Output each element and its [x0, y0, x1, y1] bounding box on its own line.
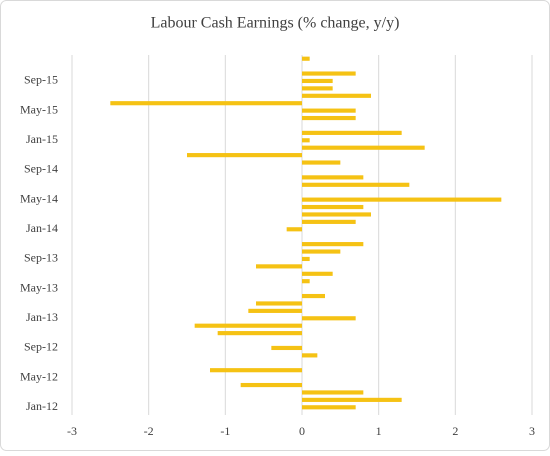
y-tick-label: Sep-15: [24, 73, 58, 87]
bar: [240, 382, 302, 388]
bar: [302, 138, 310, 143]
bar: [210, 368, 302, 373]
y-tick-label: May-12: [20, 369, 58, 383]
bar: [256, 301, 302, 306]
bar: [248, 308, 302, 313]
bar: [302, 405, 356, 410]
x-tick-label: 1: [376, 424, 382, 438]
bar: [194, 323, 302, 328]
bar: [217, 331, 302, 336]
bar: [302, 249, 341, 254]
x-tick-label: -1: [220, 424, 230, 438]
bar: [302, 204, 364, 210]
x-tick-label: -3: [67, 424, 77, 438]
bar: [302, 242, 364, 247]
y-tick-label: Jan-15: [26, 132, 58, 146]
bar: [302, 390, 364, 395]
bar: [187, 153, 302, 158]
x-tick-label: 2: [452, 424, 458, 438]
bar: [302, 175, 364, 180]
bar: [302, 108, 356, 113]
bar: [302, 279, 310, 284]
bar: [302, 86, 333, 91]
bar: [302, 219, 356, 224]
bar: [256, 264, 302, 269]
y-tick-label: Jan-12: [26, 399, 58, 413]
bar: [302, 212, 371, 217]
bar: [302, 56, 310, 61]
bar: [302, 130, 402, 135]
y-tick-label: May-14: [20, 191, 58, 205]
bar: [302, 197, 502, 202]
x-tick-label: -2: [144, 424, 154, 438]
bar: [302, 256, 310, 262]
x-tick-label: 3: [529, 424, 535, 438]
y-tick-label: May-13: [20, 280, 58, 294]
bar: [286, 227, 302, 232]
y-tick-label: Sep-13: [24, 251, 58, 265]
x-tick-label: 0: [299, 424, 305, 438]
bar: [302, 353, 318, 358]
bar: [302, 293, 325, 299]
y-tick-label: Sep-14: [24, 162, 58, 176]
bar: [302, 160, 341, 165]
y-tick-label: Jan-13: [26, 310, 58, 324]
y-tick-label: May-15: [20, 102, 58, 116]
bar: [302, 145, 425, 150]
bar: [302, 397, 402, 402]
bar: [110, 101, 302, 106]
bar: [302, 93, 371, 98]
bar: [302, 71, 356, 76]
bar: [302, 271, 333, 276]
y-tick-label: Jan-14: [26, 221, 58, 235]
y-tick-label: Sep-12: [24, 340, 58, 354]
chart-title: Labour Cash Earnings (% change, y/y): [151, 15, 400, 32]
bar: [302, 78, 333, 84]
bar: [302, 115, 356, 121]
bar: [302, 182, 410, 187]
bar: [271, 345, 302, 351]
bar: [302, 316, 356, 321]
